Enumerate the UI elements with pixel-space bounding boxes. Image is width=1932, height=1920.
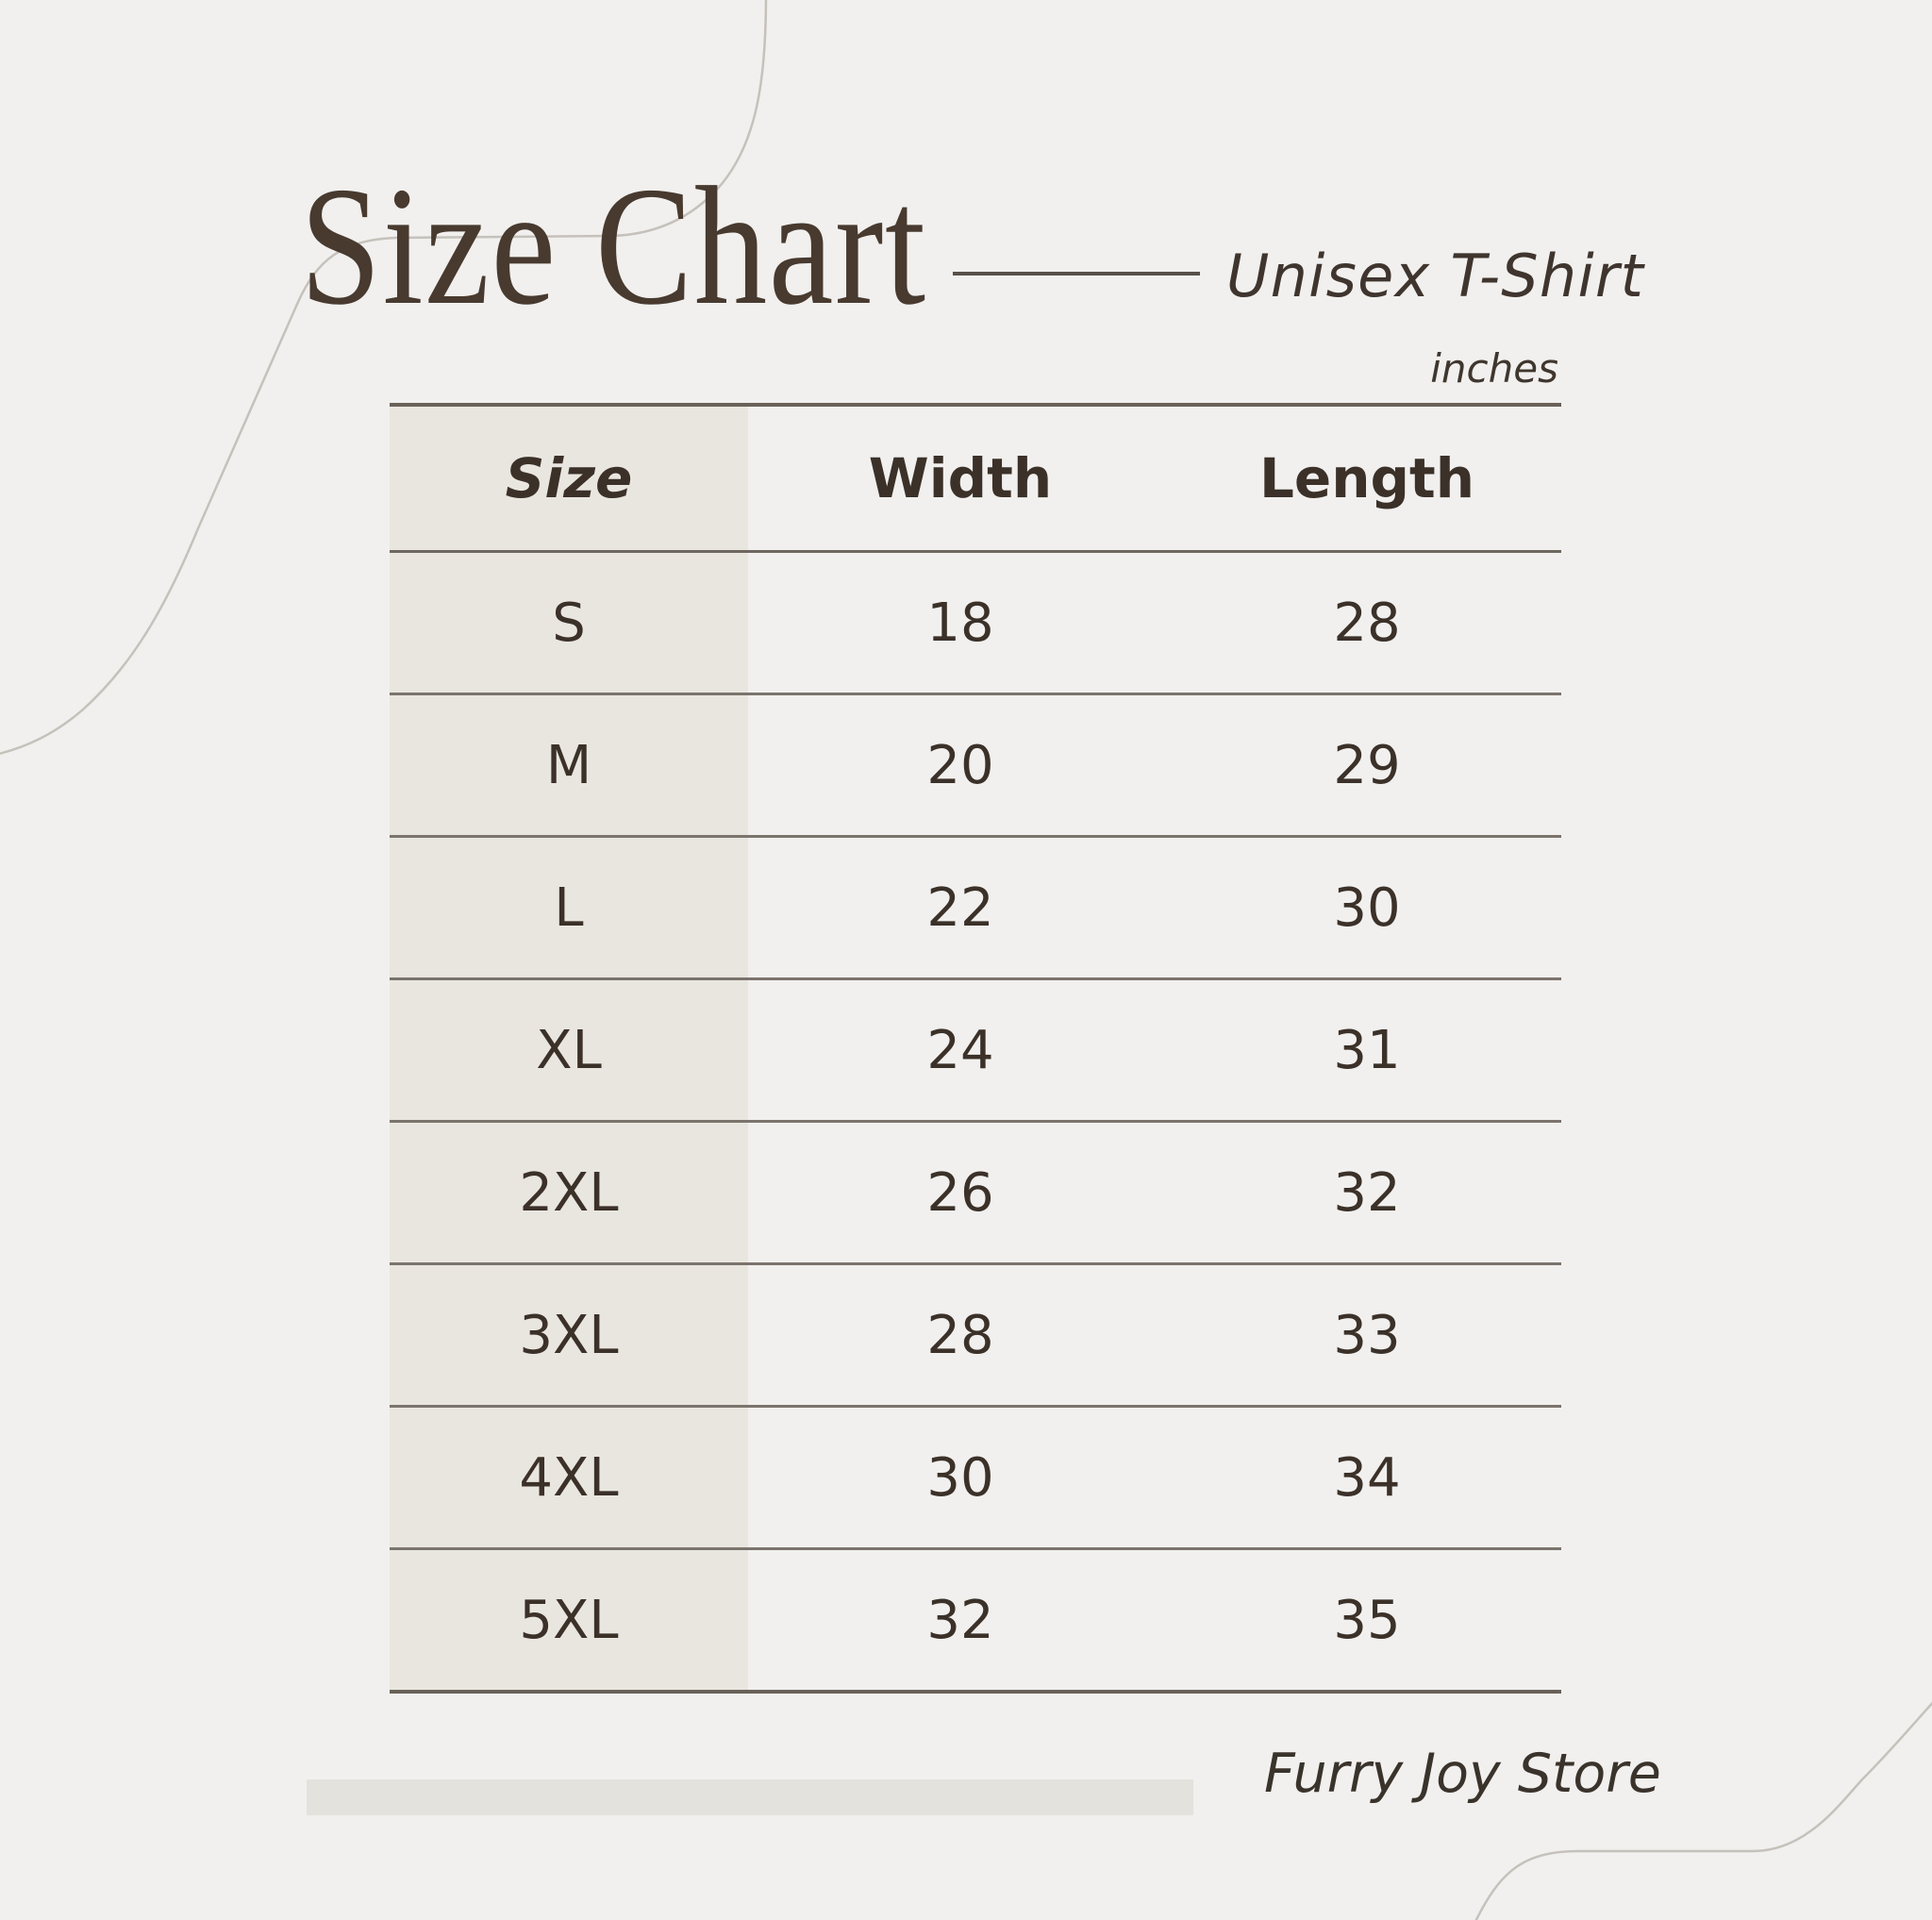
- footer-bar: [307, 1779, 1193, 1815]
- width-cell: 20: [926, 734, 994, 796]
- size-cell: 4XL: [390, 1408, 748, 1547]
- size-cell: XL: [390, 980, 748, 1120]
- unit-label: inches: [1430, 345, 1558, 392]
- length-cell: 31: [1333, 1019, 1401, 1081]
- width-cell: 24: [926, 1019, 994, 1081]
- page-title: Size Chart: [300, 152, 927, 340]
- width-cell: 30: [926, 1446, 994, 1509]
- length-cell: 28: [1333, 592, 1401, 654]
- length-cell: 29: [1333, 734, 1401, 796]
- length-cell: 32: [1333, 1161, 1401, 1224]
- width-cell: 28: [926, 1304, 994, 1366]
- table-row: 3XL 28 33: [390, 1265, 1561, 1408]
- column-header-length: Length: [1258, 446, 1475, 510]
- length-cell: 30: [1333, 877, 1401, 939]
- width-cell: 22: [926, 877, 994, 939]
- table-row: 5XL 32 35: [390, 1550, 1561, 1694]
- table-row: L 22 30: [390, 838, 1561, 980]
- size-cell: 2XL: [390, 1123, 748, 1262]
- size-cell: 3XL: [390, 1265, 748, 1405]
- title-divider-line: [953, 272, 1200, 275]
- width-cell: 18: [926, 592, 994, 654]
- length-cell: 35: [1333, 1589, 1401, 1651]
- size-cell: M: [390, 695, 748, 835]
- size-cell: L: [390, 838, 748, 977]
- width-cell: 32: [926, 1589, 994, 1651]
- table-header-row: Size Width Length: [390, 407, 1561, 553]
- width-cell: 26: [926, 1161, 994, 1224]
- product-subtitle: Unisex T-Shirt: [1226, 242, 1645, 310]
- column-header-size: Size: [390, 407, 748, 550]
- table-row: M 20 29: [390, 695, 1561, 838]
- decorative-curve-bottom-right: [1474, 1701, 1932, 1920]
- size-cell: S: [390, 553, 748, 693]
- length-cell: 33: [1333, 1304, 1401, 1366]
- table-row: 4XL 30 34: [390, 1408, 1561, 1550]
- table-row: 2XL 26 32: [390, 1123, 1561, 1265]
- table-row: XL 24 31: [390, 980, 1561, 1123]
- length-cell: 34: [1333, 1446, 1401, 1509]
- size-table: Size Width Length S 18 28 M 20 29 L 22 3…: [390, 403, 1561, 1694]
- decorative-curve-top-left: [0, 0, 768, 755]
- size-cell: 5XL: [390, 1550, 748, 1690]
- store-name: Furry Joy Store: [1264, 1743, 1661, 1805]
- column-header-width: Width: [868, 446, 1053, 510]
- table-row: S 18 28: [390, 553, 1561, 695]
